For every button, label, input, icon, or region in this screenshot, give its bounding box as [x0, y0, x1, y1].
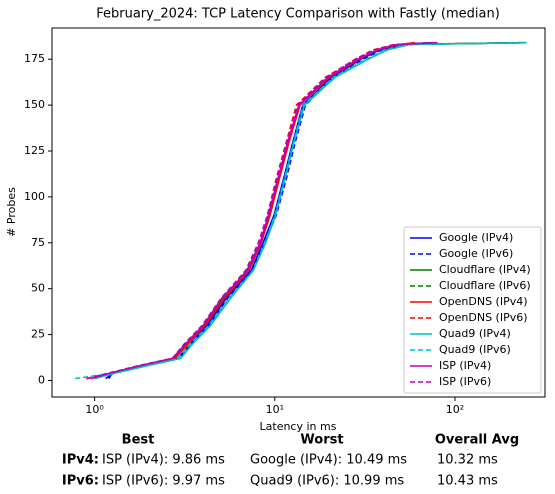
y-tick-label: 175: [24, 52, 45, 65]
legend-label: Quad9 (IPv6): [439, 343, 511, 356]
x-tick-label: 10⁰: [85, 403, 104, 416]
row-label: IPv6:: [62, 474, 99, 489]
chart-title: February_2024: TCP Latency Comparison wi…: [96, 7, 500, 22]
table-cell: 10.43 ms: [437, 474, 498, 489]
row-label: IPv4:: [62, 453, 99, 468]
series-line: [75, 41, 524, 380]
x-tick-label: 10¹: [266, 403, 284, 416]
series-line: [86, 41, 428, 380]
table-cell: Google (IPv4): 10.49 ms: [250, 453, 407, 468]
x-axis-label: Latency in ms: [260, 420, 337, 433]
y-tick-label: 100: [24, 190, 45, 203]
y-tick-label: 0: [38, 373, 45, 386]
legend-label: OpenDNS (IPv6): [439, 311, 528, 324]
table-cell: ISP (IPv4): 9.86 ms: [102, 453, 225, 468]
table-cell: ISP (IPv6): 9.97 ms: [102, 474, 225, 489]
y-tick-label: 125: [24, 144, 45, 157]
legend-label: ISP (IPv6): [439, 375, 491, 388]
legend-label: Cloudflare (IPv4): [439, 263, 531, 276]
legend-label: Cloudflare (IPv6): [439, 279, 531, 292]
table-header: Best: [122, 433, 155, 448]
table-cell: Quad9 (IPv6): 10.99 ms: [250, 474, 404, 489]
legend-label: OpenDNS (IPv4): [439, 295, 528, 308]
y-axis-label: # Probes: [5, 187, 18, 237]
legend-label: ISP (IPv4): [439, 359, 491, 372]
table-header: Worst: [300, 433, 343, 448]
y-tick-label: 25: [31, 328, 45, 341]
plot-frame: [51, 27, 546, 398]
y-tick-label: 75: [31, 236, 45, 249]
legend-label: Quad9 (IPv4): [439, 327, 511, 340]
legend-box: [403, 226, 542, 394]
legend-label: Google (IPv6): [439, 247, 513, 260]
x-tick-label: 10²: [446, 403, 464, 416]
series-line: [90, 41, 438, 380]
table-header: Overall Avg: [435, 433, 519, 448]
series-line: [90, 41, 416, 380]
y-tick-label: 150: [24, 98, 45, 111]
y-tick-label: 50: [31, 282, 45, 295]
table-cell: 10.32 ms: [437, 453, 498, 468]
legend-label: Google (IPv4): [439, 231, 513, 244]
